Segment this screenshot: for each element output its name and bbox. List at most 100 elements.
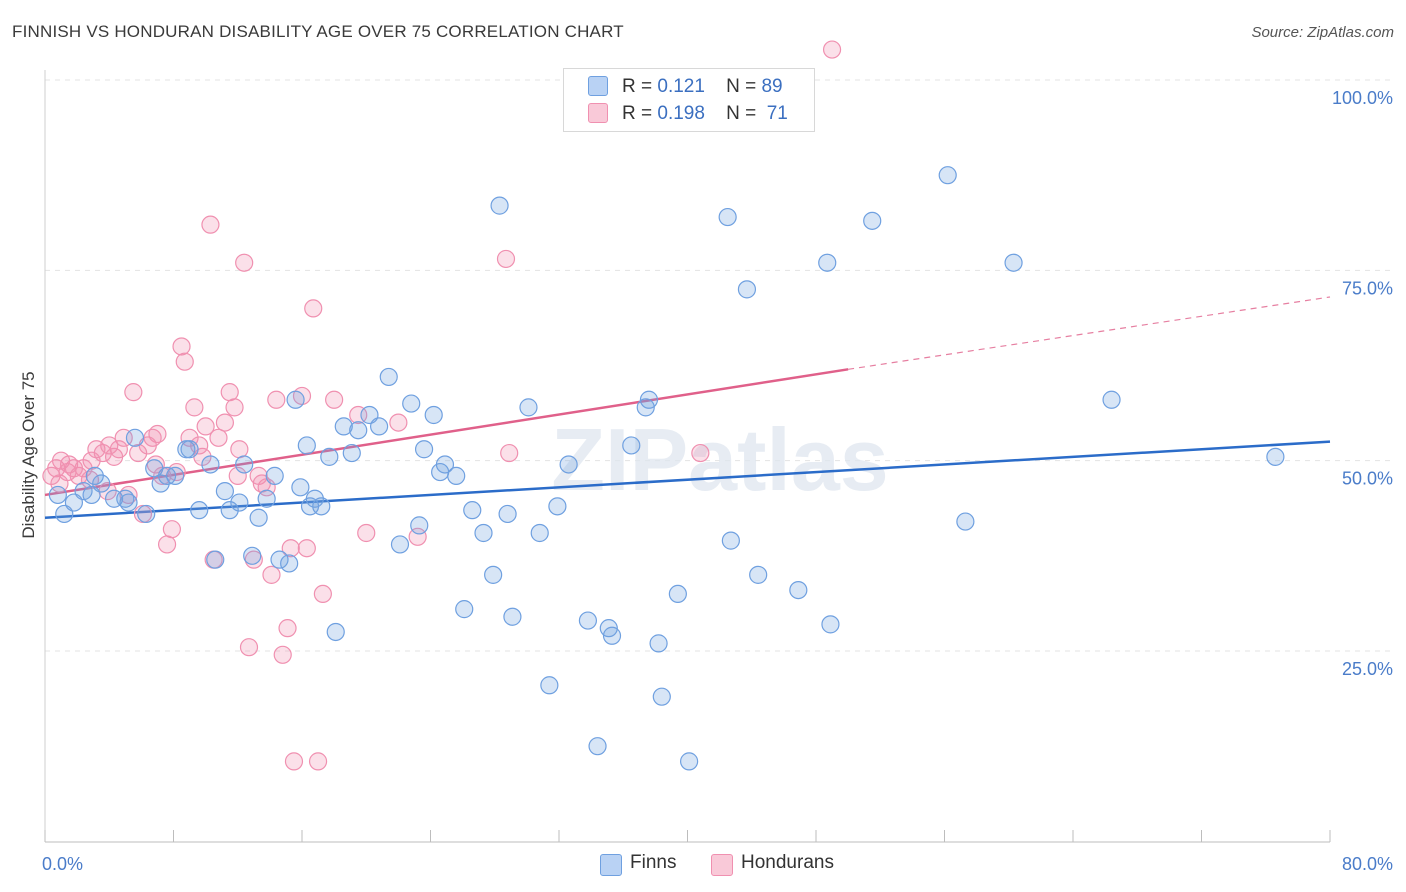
point-finns (602, 626, 622, 645)
point-hondurans (357, 523, 376, 543)
point-finns (151, 474, 170, 493)
point-hondurans (281, 539, 300, 558)
point-finns (286, 390, 305, 409)
legend-swatch-finns (600, 854, 622, 876)
legend-swatch-finns (588, 76, 608, 96)
point-finns (463, 501, 482, 520)
point-finns (559, 455, 578, 474)
point-hondurans (284, 752, 304, 771)
point-finns (270, 550, 289, 569)
legend-r-label: R = (622, 103, 653, 124)
chart-title: FINNISH VS HONDURAN DISABILITY AGE OVER … (12, 22, 624, 41)
point-hondurans (124, 383, 143, 402)
legend-swatch-hondurans (588, 103, 608, 123)
point-finns (180, 440, 199, 459)
point-finns (484, 565, 503, 584)
point-finns (424, 405, 443, 425)
point-finns (519, 398, 538, 417)
point-finns (243, 546, 262, 565)
point-finns (490, 196, 509, 215)
point-hondurans (196, 417, 215, 436)
watermark: ZIPatlas (551, 410, 888, 509)
legend-r-value-hondurans: 0.198 (657, 103, 705, 124)
point-hondurans (172, 337, 191, 356)
point-finns (548, 497, 567, 516)
point-hondurans (408, 527, 427, 546)
point-finns (818, 253, 837, 272)
point-hondurans (313, 584, 332, 604)
point-finns (206, 550, 225, 569)
point-hondurans (822, 40, 842, 59)
point-finns (326, 622, 345, 642)
point-hondurans (325, 390, 344, 409)
y-tick-label: 25.0% (1342, 659, 1393, 679)
trend-line-finns (44, 440, 1331, 520)
trend-line-hondurans (44, 296, 1331, 497)
point-hondurans (230, 440, 249, 459)
point-finns (297, 436, 316, 455)
point-finns (530, 523, 549, 543)
points-hondurans (42, 40, 842, 771)
point-hondurans (228, 466, 247, 485)
point-finns (639, 390, 659, 409)
point-hondurans (235, 253, 254, 272)
point-finns (280, 554, 299, 573)
point-hondurans (297, 539, 316, 558)
point-finns (235, 455, 254, 474)
point-finns (789, 580, 808, 600)
point-finns (249, 508, 268, 527)
point-finns (334, 417, 353, 436)
legend-label-hondurans: Hondurans (741, 852, 834, 873)
legend-n-value-hondurans: 71 (766, 103, 788, 124)
point-finns (749, 565, 768, 584)
point-hondurans (496, 249, 516, 269)
stats-legend: R = 0.121 N = 89 R = 0.198 N = 71 (563, 68, 815, 132)
point-finns (652, 687, 671, 706)
point-finns (1102, 390, 1121, 409)
point-finns (379, 367, 398, 387)
point-finns (85, 466, 104, 485)
point-finns (230, 493, 249, 512)
point-hondurans (82, 451, 101, 470)
point-hondurans (262, 565, 281, 584)
point-hondurans (175, 352, 194, 371)
point-finns (721, 531, 740, 550)
legend-n-label: N = (726, 76, 757, 97)
point-finns (1004, 253, 1023, 272)
point-hondurans (215, 413, 234, 432)
point-hondurans (500, 443, 519, 463)
point-finns (474, 523, 493, 543)
legend-r-label: R = (622, 76, 653, 97)
point-hondurans (148, 424, 167, 444)
point-finns (48, 485, 67, 505)
point-finns (938, 166, 957, 185)
point-hondurans (157, 535, 177, 554)
point-hondurans (308, 752, 328, 771)
point-hondurans (201, 215, 220, 234)
x-tick-label: 80.0% (1342, 854, 1393, 874)
point-finns (410, 516, 429, 535)
trend-line-finns (44, 440, 1331, 520)
point-finns (956, 512, 975, 531)
point-finns (414, 440, 434, 459)
point-finns (215, 482, 234, 501)
point-finns (257, 489, 276, 508)
point-finns (349, 421, 368, 440)
point-finns (588, 737, 607, 756)
legend-label-finns: Finns (630, 852, 677, 873)
legend-swatch-hondurans (711, 854, 733, 876)
point-finns (455, 600, 474, 619)
point-finns (622, 436, 641, 455)
point-finns (540, 676, 559, 695)
y-tick-label: 100.0% (1332, 88, 1393, 108)
point-hondurans (389, 413, 408, 432)
point-finns (498, 504, 517, 524)
y-tick-label: 50.0% (1342, 469, 1393, 489)
point-finns (320, 447, 339, 466)
point-hondurans (304, 299, 323, 318)
axes (44, 70, 1331, 843)
point-hondurans (225, 398, 244, 417)
point-finns (125, 428, 145, 447)
legend-n-label: N = (726, 103, 757, 124)
